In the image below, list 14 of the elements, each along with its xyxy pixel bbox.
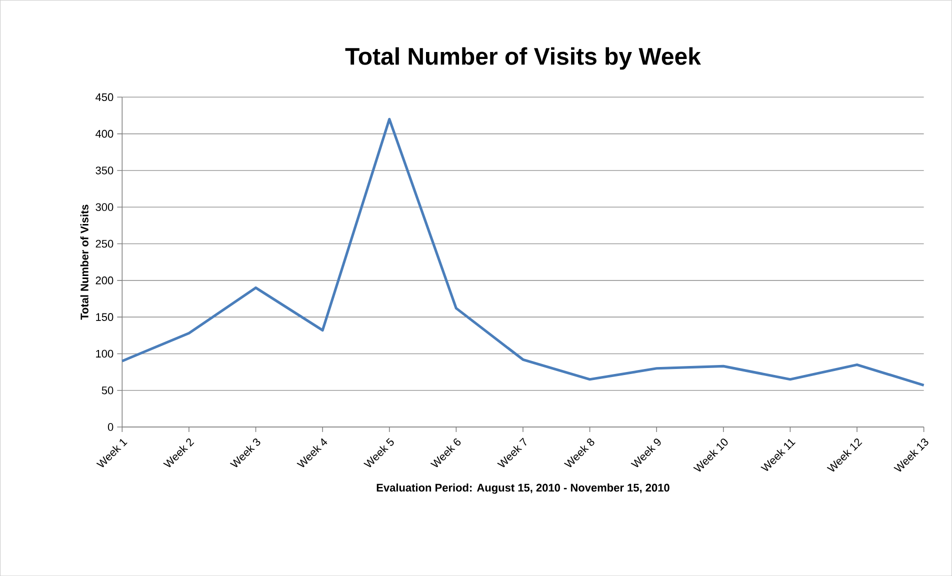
y-tick-label: 200 xyxy=(96,276,114,284)
y-tick-label: 0 xyxy=(108,423,114,431)
y-tick-label: 100 xyxy=(96,350,114,358)
chart-title: Total Number of Visits by Week xyxy=(345,47,701,70)
y-tick-label: 50 xyxy=(102,386,114,394)
y-tick-label: 250 xyxy=(96,240,114,248)
line-series xyxy=(120,118,926,386)
y-tick-label: 400 xyxy=(96,130,114,138)
y-tick-label: 150 xyxy=(96,313,114,321)
y-tick-label: 450 xyxy=(96,93,114,101)
y-tick-label: 300 xyxy=(96,203,114,211)
y-tick-label: 350 xyxy=(96,166,114,174)
x-axis-title: Evaluation Period: August 15, 2010 - November 15, 2010 xyxy=(376,483,670,494)
y-axis-title: Total Number of Visits xyxy=(80,204,88,320)
